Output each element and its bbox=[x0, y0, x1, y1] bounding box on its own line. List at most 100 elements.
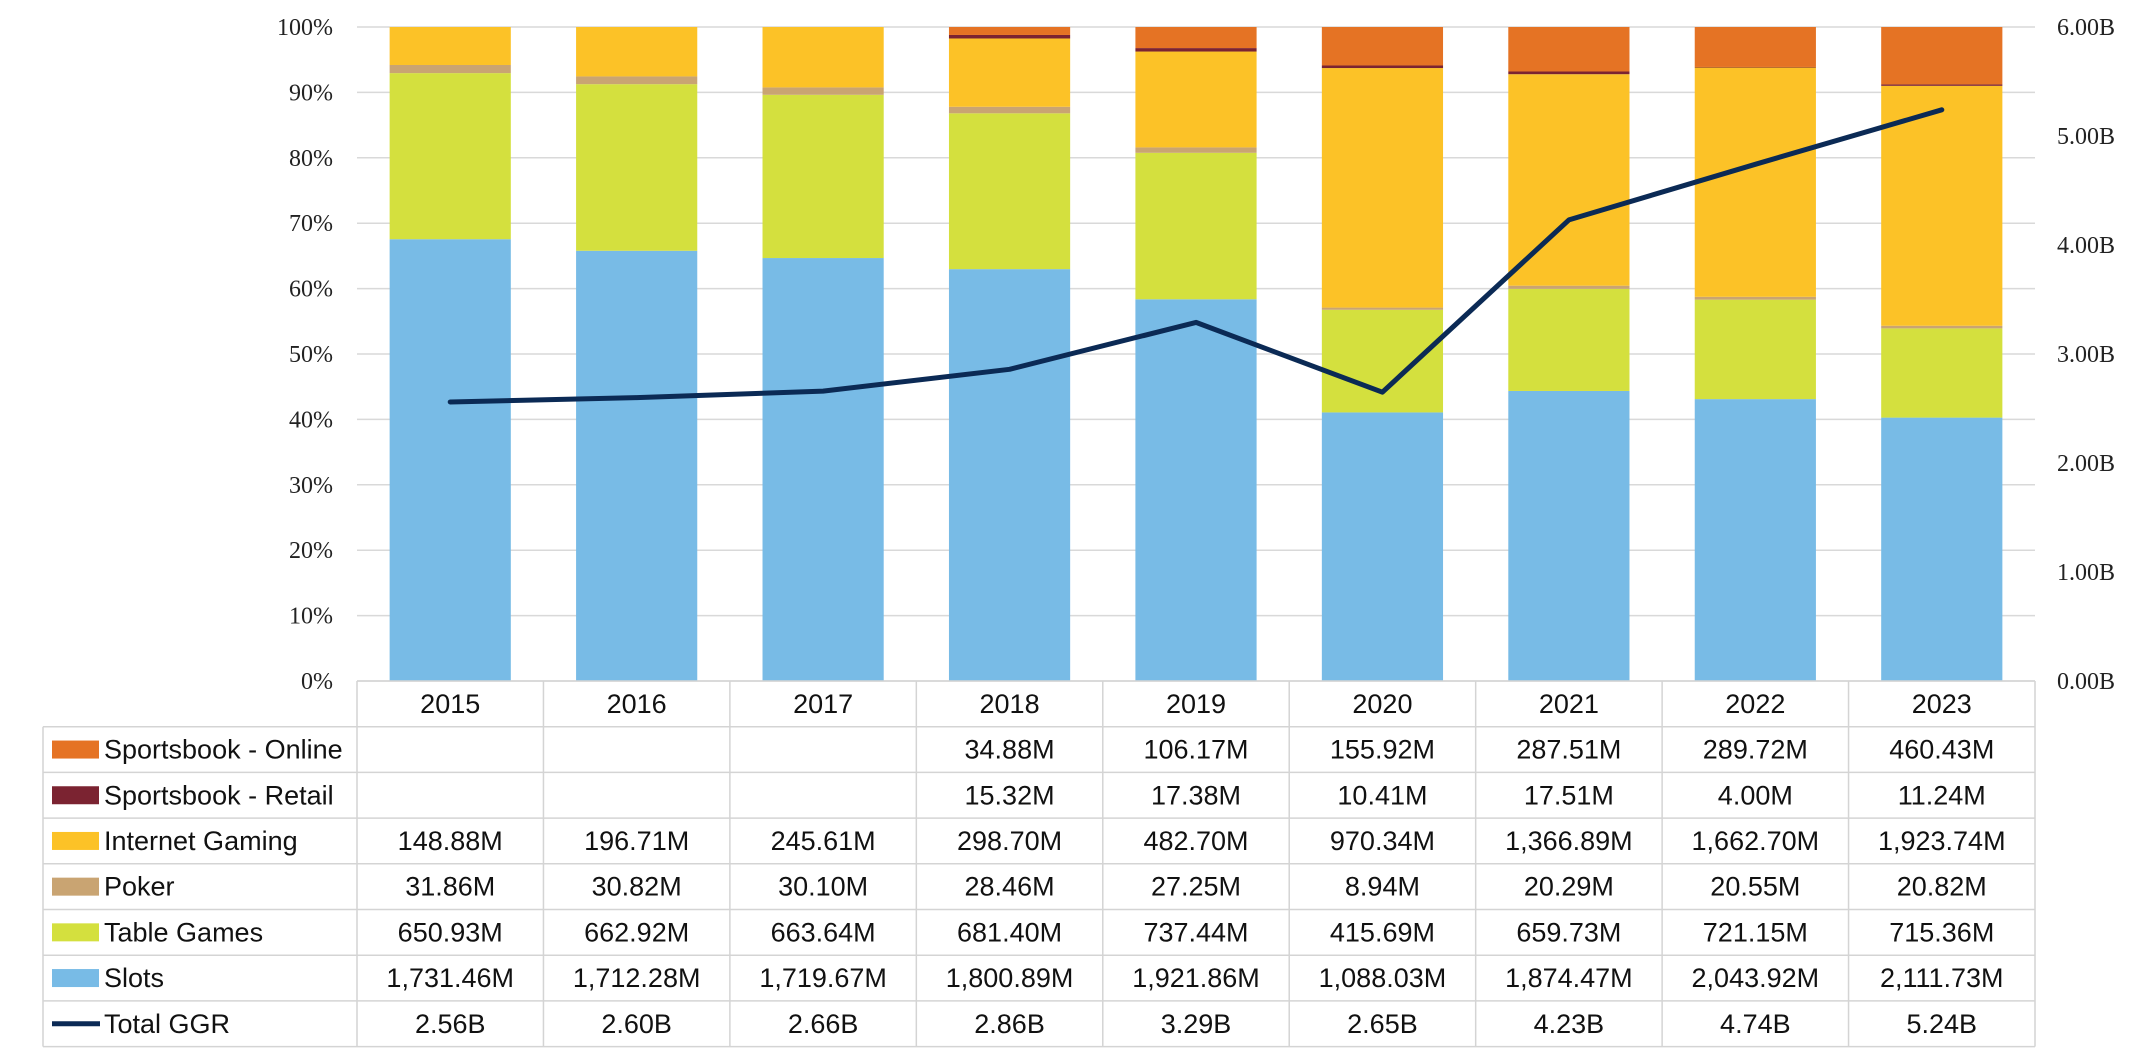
bar-segment-sportsbook-retail-2022 bbox=[1694, 66, 1816, 68]
legend-key-table-games bbox=[52, 923, 99, 942]
legend-label-poker: Poker bbox=[104, 872, 175, 902]
bar-segment-sportsbook-online-2019 bbox=[1135, 27, 1257, 49]
table-cell-internet-gaming-2016: 196.71M bbox=[584, 826, 689, 856]
category-label-2016: 2016 bbox=[607, 689, 667, 719]
table-cell-internet-gaming-2020: 970.34M bbox=[1330, 826, 1435, 856]
legend-key-internet-gaming bbox=[52, 831, 99, 850]
table-cell-total-ggr-2018: 2.86B bbox=[974, 1009, 1045, 1039]
category-label-2017: 2017 bbox=[793, 689, 853, 719]
data-table: 2015 2016 2017 2018 2019 2020 2021 2022 2023 Spor… bbox=[42, 680, 2036, 1048]
table-cell-sportsbook-retail-2021: 17.51M bbox=[1524, 780, 1614, 810]
table-cell-sportsbook-online-2020: 155.92M bbox=[1330, 735, 1435, 765]
bar-segment-slots-2021 bbox=[1508, 390, 1630, 681]
table-cell-sportsbook-online-2021: 287.51M bbox=[1516, 735, 1621, 765]
left-axis-tick-label: 20% bbox=[289, 538, 333, 564]
bar-segment-table-games-2023 bbox=[1881, 328, 2003, 418]
table-cell-internet-gaming-2022: 1,662.70M bbox=[1692, 826, 1820, 856]
bar-segment-table-games-2015 bbox=[389, 73, 511, 240]
category-label-2022: 2022 bbox=[1725, 689, 1785, 719]
table-cell-internet-gaming-2018: 298.70M bbox=[957, 826, 1062, 856]
left-axis-tick-label: 10% bbox=[289, 604, 333, 630]
table-cell-total-ggr-2016: 2.60B bbox=[601, 1009, 672, 1039]
category-label-2018: 2018 bbox=[980, 689, 1040, 719]
left-axis-tick-label: 30% bbox=[289, 473, 333, 499]
table-cell-poker-2023: 20.82M bbox=[1897, 872, 1987, 902]
table-cell-poker-2018: 28.46M bbox=[965, 872, 1055, 902]
table-cell-sportsbook-online-2019: 106.17M bbox=[1143, 735, 1248, 765]
left-axis-tick-label: 50% bbox=[289, 342, 333, 368]
category-label-2023: 2023 bbox=[1912, 689, 1972, 719]
table-cell-internet-gaming-2019: 482.70M bbox=[1143, 826, 1248, 856]
bar-segment-slots-2017 bbox=[762, 258, 884, 681]
legend-label-sportsbook-online: Sportsbook - Online bbox=[104, 735, 343, 765]
table-cell-poker-2021: 20.29M bbox=[1524, 872, 1614, 902]
left-axis-tick-label: 90% bbox=[289, 80, 333, 106]
bar-segment-table-games-2018 bbox=[948, 113, 1071, 270]
bar-segment-sportsbook-retail-2020 bbox=[1321, 65, 1444, 69]
legend-label-table-games: Table Games bbox=[104, 917, 263, 947]
bar-segment-slots-2019 bbox=[1135, 299, 1257, 681]
bar-segment-sportsbook-retail-2021 bbox=[1508, 71, 1630, 75]
bar-segment-slots-2020 bbox=[1321, 412, 1444, 681]
bar-segment-sportsbook-retail-2019 bbox=[1135, 48, 1257, 52]
table-cell-internet-gaming-2023: 1,923.74M bbox=[1878, 826, 2006, 856]
bar-segment-sportsbook-online-2023 bbox=[1881, 27, 2003, 85]
legend-key-slots bbox=[52, 969, 99, 988]
bar-segment-poker-2016 bbox=[576, 76, 698, 85]
category-label-2020: 2020 bbox=[1352, 689, 1412, 719]
bar-segment-slots-2023 bbox=[1881, 417, 2003, 681]
table-cell-table-games-2021: 659.73M bbox=[1516, 917, 1621, 947]
table-cell-sportsbook-online-2023: 460.43M bbox=[1889, 735, 1994, 765]
legend-label-sportsbook-retail: Sportsbook - Retail bbox=[104, 780, 334, 810]
table-cell-sportsbook-retail-2020: 10.41M bbox=[1337, 780, 1427, 810]
right-axis-tick-label: 6.00B bbox=[2057, 15, 2115, 41]
table-cell-table-games-2018: 681.40M bbox=[957, 917, 1062, 947]
table-cell-internet-gaming-2017: 245.61M bbox=[771, 826, 876, 856]
table-cell-internet-gaming-2021: 1,366.89M bbox=[1505, 826, 1633, 856]
bar-segment-internet-gaming-2018 bbox=[948, 38, 1071, 107]
bar-segment-poker-2017 bbox=[762, 87, 884, 95]
left-axis-tick-label: 80% bbox=[289, 146, 333, 172]
bar-segment-sportsbook-online-2018 bbox=[948, 27, 1071, 35]
bar-segment-internet-gaming-2015 bbox=[389, 27, 511, 65]
table-cell-table-games-2015: 650.93M bbox=[398, 917, 503, 947]
right-axis-tick-label: 2.00B bbox=[2057, 451, 2115, 477]
table-cell-table-games-2016: 662.92M bbox=[584, 917, 689, 947]
bar-segment-internet-gaming-2019 bbox=[1135, 51, 1257, 148]
bar-segment-internet-gaming-2021 bbox=[1508, 74, 1630, 286]
right-axis: 0.00B 1.00B 2.00B 3.00B 4.00B 5.00B 6.00B bbox=[2057, 15, 2115, 695]
table-cell-poker-2020: 8.94M bbox=[1345, 872, 1420, 902]
bar-segment-table-games-2016 bbox=[576, 84, 698, 251]
legend-key-poker bbox=[52, 877, 99, 896]
table-cell-slots-2015: 1,731.46M bbox=[386, 963, 514, 993]
bar-segment-table-games-2020 bbox=[1321, 309, 1444, 413]
right-axis-tick-label: 1.00B bbox=[2057, 560, 2115, 586]
table-cell-sportsbook-online-2022: 289.72M bbox=[1703, 735, 1808, 765]
right-axis-tick-label: 4.00B bbox=[2057, 233, 2115, 259]
table-cell-poker-2022: 20.55M bbox=[1710, 872, 1800, 902]
bar-segment-slots-2022 bbox=[1694, 399, 1816, 681]
table-cell-slots-2018: 1,800.89M bbox=[946, 963, 1074, 993]
bar-segment-internet-gaming-2020 bbox=[1321, 68, 1444, 308]
total-ggr-line-group bbox=[447, 107, 1945, 405]
legend-key-sportsbook-retail bbox=[52, 786, 99, 805]
legend-label-total-ggr: Total GGR bbox=[104, 1009, 230, 1039]
bar-segment-table-games-2017 bbox=[762, 94, 884, 259]
table-cell-internet-gaming-2015: 148.88M bbox=[398, 826, 503, 856]
left-axis-tick-label: 60% bbox=[289, 277, 333, 303]
bar-segment-poker-2018 bbox=[948, 106, 1071, 114]
right-axis-tick-label: 5.00B bbox=[2057, 124, 2115, 150]
table-cell-slots-2016: 1,712.28M bbox=[573, 963, 701, 993]
table-cell-sportsbook-retail-2018: 15.32M bbox=[965, 780, 1055, 810]
bar-segment-slots-2018 bbox=[948, 269, 1071, 681]
bar-segment-internet-gaming-2017 bbox=[762, 27, 884, 88]
bar-segment-sportsbook-online-2021 bbox=[1508, 27, 1630, 72]
legend-key-sportsbook-online bbox=[52, 740, 99, 759]
table-cell-total-ggr-2020: 2.65B bbox=[1347, 1009, 1418, 1039]
bar-segment-slots-2016 bbox=[576, 250, 698, 681]
bar-segment-poker-2022 bbox=[1694, 296, 1816, 300]
table-cell-total-ggr-2019: 3.29B bbox=[1161, 1009, 1232, 1039]
bar-segment-table-games-2022 bbox=[1694, 299, 1816, 400]
table-cell-slots-2019: 1,921.86M bbox=[1132, 963, 1260, 993]
